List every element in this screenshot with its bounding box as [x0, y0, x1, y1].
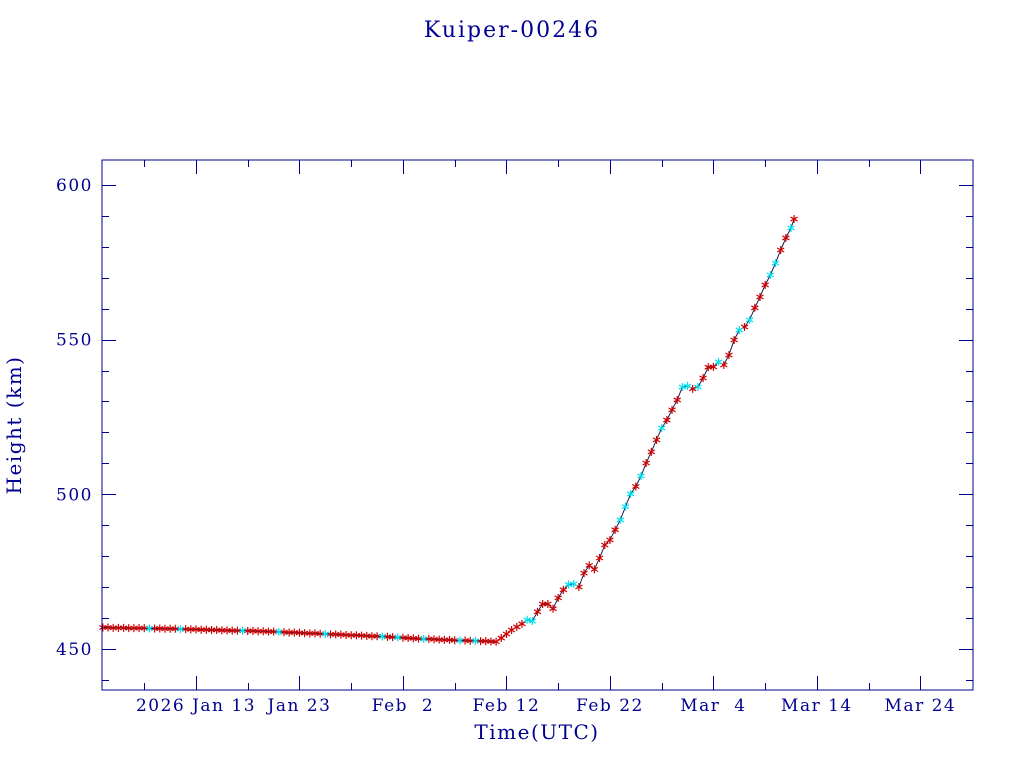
plot-area: [99, 215, 798, 646]
x-tick-label: Mar 14: [781, 696, 853, 716]
data-point: [393, 633, 402, 642]
data-point: [456, 636, 464, 645]
data-point: [471, 636, 480, 645]
data-point: [663, 416, 671, 425]
data-point: [683, 382, 692, 391]
data-point: [657, 424, 666, 433]
data-point: [600, 540, 609, 549]
data-point: [378, 632, 387, 641]
x-tick-label: Mar 24: [885, 696, 957, 716]
data-point: [787, 224, 795, 233]
data-point: [569, 579, 578, 588]
data-point: [652, 435, 661, 444]
data-point: [518, 619, 526, 628]
data-markers: [99, 215, 798, 646]
data-point: [735, 326, 744, 335]
data-point: [321, 630, 330, 639]
data-point: [647, 447, 656, 456]
data-point: [745, 315, 754, 324]
data-point: [176, 625, 185, 634]
x-axis-label: Time(UTC): [474, 720, 599, 744]
data-point: [590, 565, 599, 574]
data-point: [595, 553, 604, 562]
x-tick-label: Feb 12: [473, 696, 541, 716]
y-tick-label: 450: [56, 640, 93, 660]
data-point: [790, 215, 798, 224]
x-tick-label: Jan 23: [266, 696, 332, 716]
data-point: [632, 482, 640, 491]
chart-title: Kuiper-00246: [424, 18, 600, 43]
data-point: [523, 615, 531, 624]
data-point: [621, 502, 630, 511]
data-point: [554, 593, 562, 602]
data-point: [776, 245, 785, 254]
data-point: [714, 357, 723, 366]
data-point: [616, 515, 625, 524]
x-tick-label: Mar 4: [680, 696, 746, 716]
data-point: [585, 561, 594, 570]
data-point: [699, 373, 707, 382]
data-point: [668, 405, 676, 414]
y-tick-label: 600: [56, 176, 93, 196]
data-point: [502, 630, 511, 639]
y-tick-label: 500: [56, 485, 93, 505]
data-point: [533, 607, 542, 616]
axis-tick-labels: 2026 Jan 13 Jan 23 Feb 2 Feb 12 Feb 22 Mar 4 M…: [56, 176, 957, 716]
y-tick-label: 550: [56, 331, 93, 351]
data-point: [766, 271, 775, 280]
x-tick-label: Feb 2: [372, 696, 434, 716]
data-point: [673, 395, 682, 404]
data-point: [725, 351, 733, 360]
axis-ticks: [102, 160, 973, 690]
y-axis-label: Height (km): [2, 356, 26, 495]
x-tick-label: Feb 22: [576, 696, 644, 716]
data-point: [419, 634, 428, 643]
data-point: [497, 634, 506, 643]
data-point: [637, 472, 645, 481]
data-point: [606, 536, 614, 545]
data-point: [549, 604, 557, 613]
data-point: [238, 626, 247, 635]
data-point: [626, 489, 635, 498]
data-point: [782, 233, 790, 242]
data-point: [642, 459, 650, 468]
data-point: [694, 382, 702, 391]
data-point: [761, 280, 769, 289]
data-point: [274, 627, 283, 636]
data-point: [730, 335, 738, 344]
data-point: [756, 292, 764, 301]
data-point: [544, 600, 552, 609]
plot-frame: [101, 159, 974, 691]
data-point: [611, 525, 619, 534]
data-point: [559, 585, 568, 594]
data-point: [771, 258, 780, 267]
data-point: [751, 303, 759, 312]
data-point: [580, 569, 588, 578]
data-point: [492, 637, 500, 646]
data-point: [528, 617, 537, 626]
x-tick-label: 2026 Jan 13: [136, 696, 256, 716]
data-point: [145, 624, 154, 633]
data-point: [709, 362, 718, 371]
